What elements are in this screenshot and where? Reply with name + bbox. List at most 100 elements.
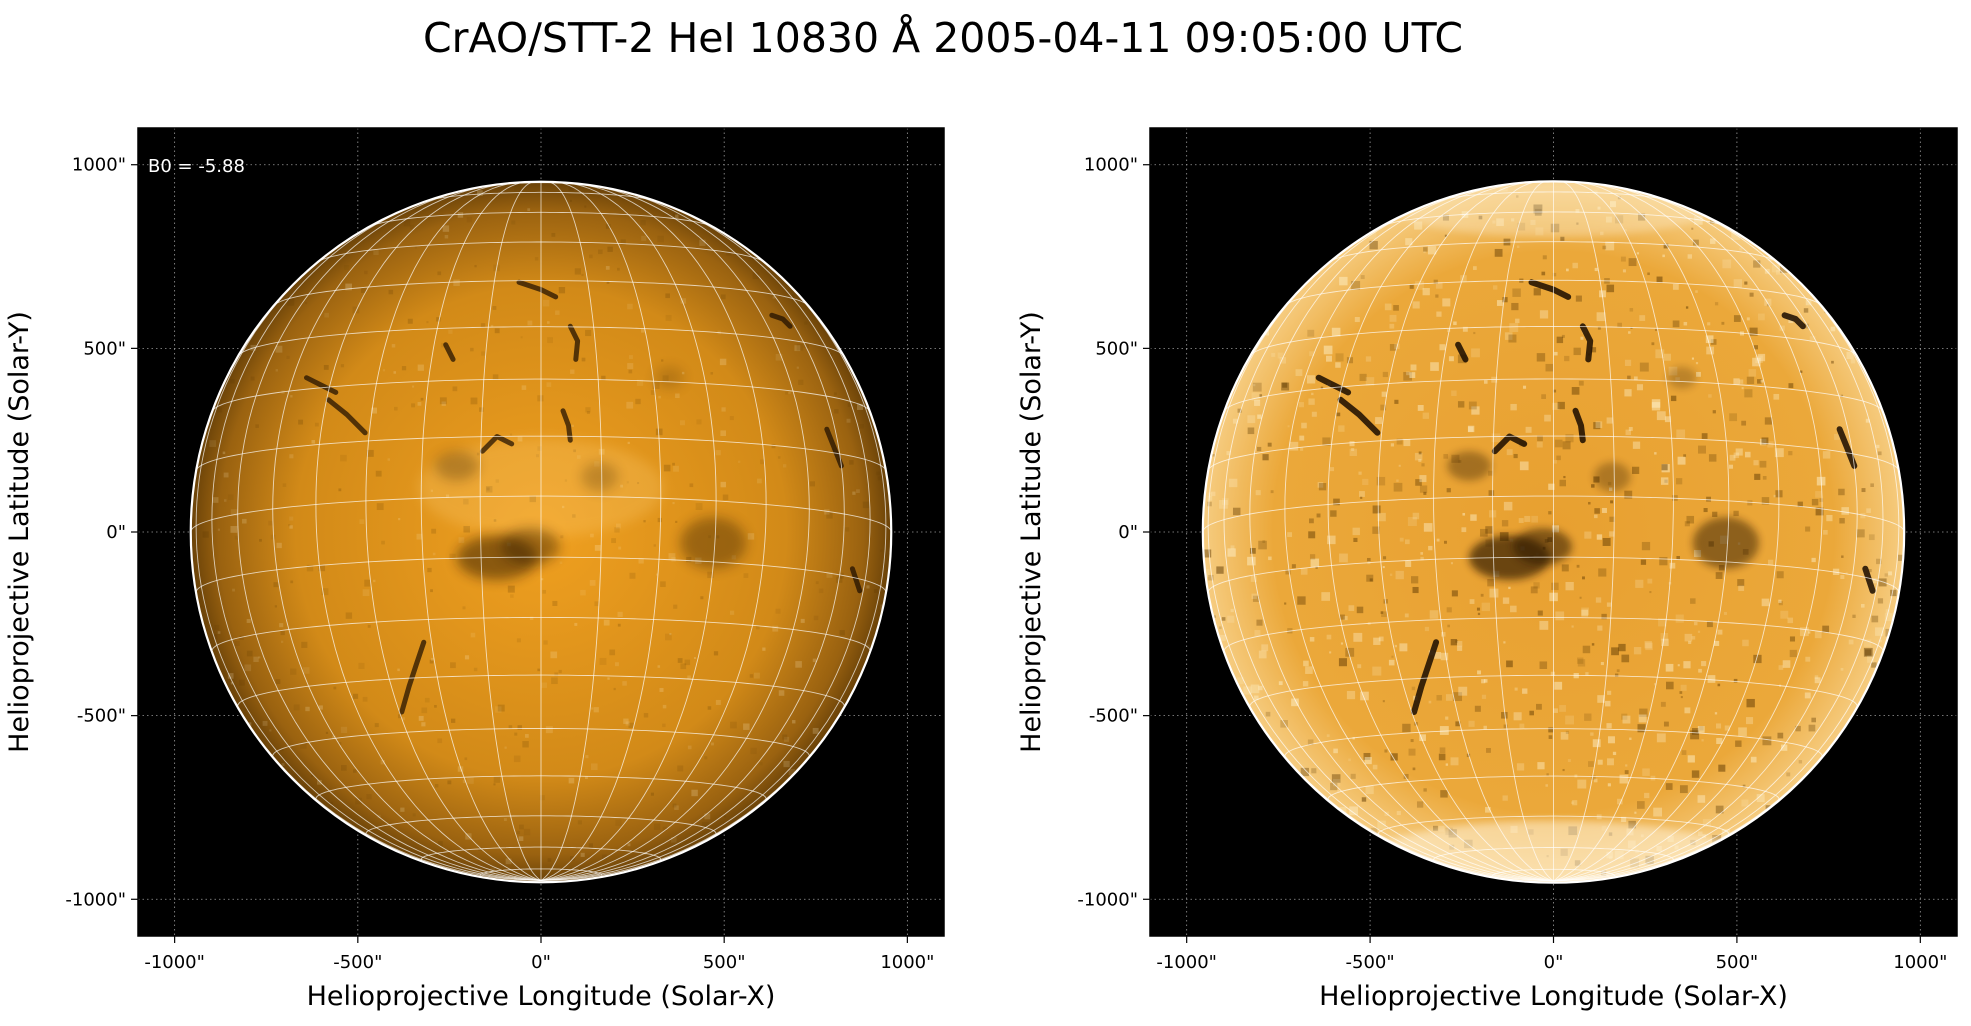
texture-spot [1660,701,1666,707]
texture-spot [1826,514,1833,522]
texture-spot [230,681,234,685]
texture-spot [1698,668,1702,673]
filament [443,342,456,362]
texture-spot [290,580,294,584]
texture-spot [1814,631,1822,639]
texture-spot [772,296,776,299]
texture-spot [1805,656,1811,662]
texture-spot [1236,677,1244,685]
texture-spot [788,769,795,776]
texture-spot [1762,475,1767,480]
texture-spot [568,185,574,191]
texture-spot [1394,644,1398,648]
texture-spot [1761,497,1770,505]
texture-spot [1253,384,1256,387]
texture-spot [675,214,679,218]
texture-spot [1509,323,1519,333]
texture-spot [1363,752,1371,760]
texture-spot [290,668,297,675]
texture-spot [1676,429,1686,439]
texture-spot [1423,788,1427,792]
texture-spot [655,428,663,436]
texture-spot [227,494,234,501]
texture-spot [244,708,248,711]
texture-spot [1731,231,1741,240]
texture-spot [1572,800,1578,806]
texture-spot [1382,566,1385,569]
texture-spot [1326,355,1332,362]
texture-spot [1335,353,1344,362]
texture-spot [473,667,478,672]
texture-spot [859,424,864,429]
texture-spot [687,745,692,750]
texture-spot [1669,562,1676,569]
texture-spot [1622,269,1626,273]
texture-spot [1446,607,1452,613]
texture-spot [447,780,452,785]
texture-spot [1453,692,1463,702]
texture-spot [1771,264,1780,273]
texture-spot [1620,256,1626,262]
texture-spot [1707,675,1716,683]
texture-spot [1252,382,1262,392]
texture-spot [1360,691,1369,701]
texture-spot [246,650,253,657]
longitude-line [1377,181,1554,882]
texture-spot [1485,806,1491,813]
texture-spot [1778,601,1783,606]
texture-spot [362,696,368,702]
texture-spot [1554,351,1558,356]
texture-spot [1624,770,1629,774]
texture-spot [1414,221,1423,230]
texture-spot [1359,373,1367,381]
texture-spot [1221,498,1229,505]
texture-spot [657,665,661,668]
texture-spot [508,725,513,729]
texture-spot [1628,331,1631,334]
texture-spot [626,401,634,409]
texture-spot [661,359,664,362]
texture-spot [381,540,385,545]
texture-spot [1691,636,1696,640]
longitude-line [479,181,542,881]
texture-spot [1672,283,1679,290]
texture-spot [1755,355,1763,364]
texture-spot [1708,454,1717,462]
texture-spot [280,630,285,636]
texture-spot [1483,380,1488,384]
texture-spot [1210,491,1216,497]
texture-spot [1845,572,1848,575]
texture-spot [424,697,430,703]
texture-spot [1230,545,1235,550]
texture-spot [1679,785,1688,794]
texture-spot [1621,816,1627,822]
texture-spot [429,659,434,664]
texture-spot [1656,733,1666,743]
texture-spot [1621,654,1630,663]
texture-spot [1733,678,1738,683]
texture-spot [1861,488,1866,493]
texture-spot [1579,596,1582,599]
texture-spot [623,718,629,724]
texture-spot [782,464,787,468]
texture-spot [1600,661,1604,666]
texture-spot [367,624,371,628]
texture-spot [1609,516,1615,522]
texture-spot [1683,454,1687,458]
texture-spot [1805,526,1811,532]
longitude-line [420,181,542,881]
texture-spot [627,363,634,370]
texture-spot [1676,556,1680,560]
texture-spot [1715,805,1724,814]
texture-spot [1717,683,1721,687]
texture-spot [1578,380,1584,386]
texture-spot [1879,639,1882,643]
texture-spot [1423,250,1426,254]
texture-spot [1396,479,1399,482]
texture-spot [641,235,647,241]
texture-spot [846,418,851,423]
texture-spot [1619,774,1629,784]
texture-spot [614,527,620,533]
texture-spot [1839,518,1845,524]
texture-spot [371,407,378,414]
